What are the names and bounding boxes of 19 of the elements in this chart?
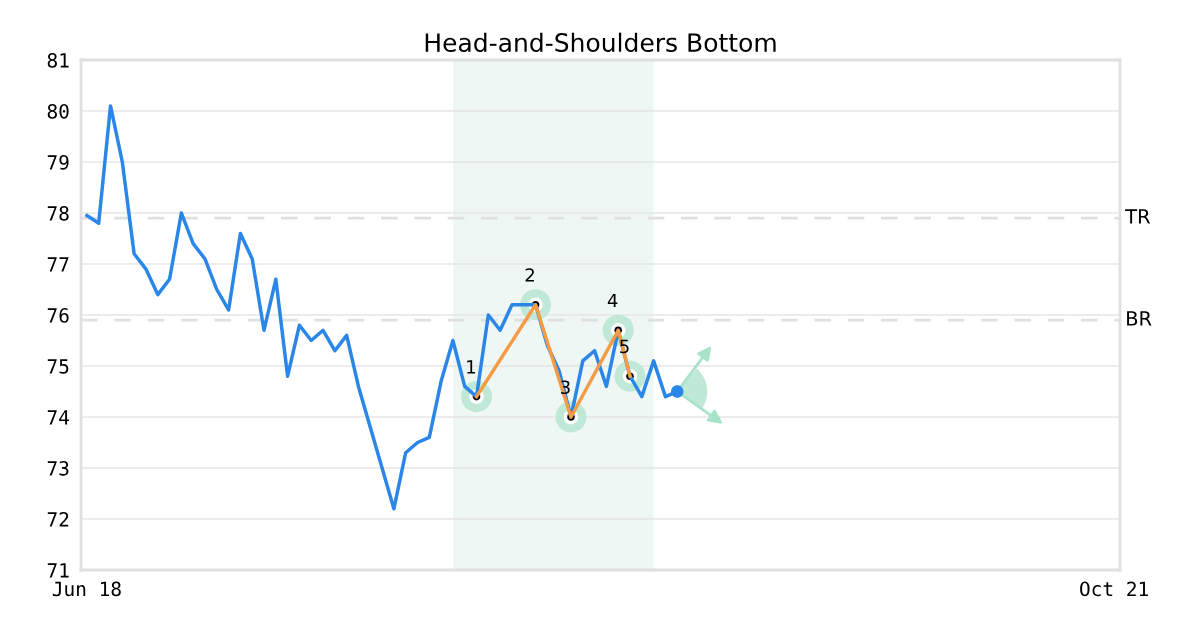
y-tick-label: 74	[47, 410, 69, 425]
y-tick-label: 80	[47, 104, 69, 119]
annotation: 1	[467, 360, 476, 374]
y-tick-label: 73	[47, 461, 69, 476]
annotation: 4	[607, 293, 618, 308]
annotation: 2	[525, 268, 534, 282]
y-tick-label: 77	[47, 257, 69, 272]
y-tick-label: 79	[47, 155, 69, 170]
x-tick-label: Jun 18	[52, 581, 121, 597]
y-tick-label: 81	[47, 53, 69, 68]
ref-line-label: BR	[1127, 311, 1152, 326]
chart-title: Head-and-Shoulders Bottom	[425, 32, 776, 53]
y-tick-label: 72	[47, 512, 69, 527]
y-tick-label: 76	[47, 308, 69, 323]
y-tick-label: 75	[47, 359, 69, 374]
ref-line-label: TR	[1125, 209, 1151, 224]
y-tick-label: 71	[47, 563, 69, 578]
x-tick-label: Oct 21	[1080, 581, 1148, 597]
y-tick-label: 78	[47, 206, 69, 221]
